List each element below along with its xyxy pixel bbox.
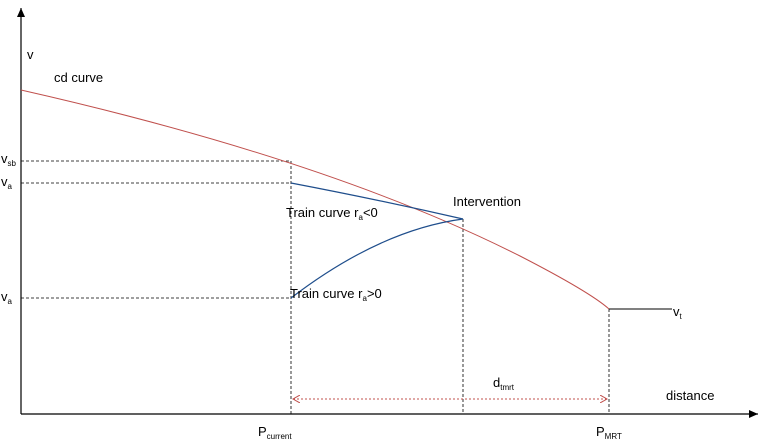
train-curve-positive-label: Train curve ra>0 xyxy=(290,286,382,303)
cd-curve-label: cd curve xyxy=(54,70,103,85)
va-upper-label: va xyxy=(1,174,13,191)
train-curve-negative-label: Train curve ra<0 xyxy=(286,205,378,222)
y-axis-label: v xyxy=(27,47,34,62)
x-axis-label: distance xyxy=(666,388,714,403)
train-curve-positive xyxy=(290,218,464,299)
cd-curve xyxy=(20,89,610,310)
p-current-label: Pcurrent xyxy=(258,424,292,441)
vsb-label: vsb xyxy=(1,151,17,168)
p-mrt-label: PMRT xyxy=(596,424,622,441)
train-curve-negative xyxy=(290,182,464,220)
guide-lines xyxy=(21,160,610,414)
vt-label: vt xyxy=(673,304,683,321)
va-lower-label: va xyxy=(1,289,13,306)
d-tmrt-label: dtmrt xyxy=(493,375,515,392)
intervention-label: Intervention xyxy=(453,194,521,209)
